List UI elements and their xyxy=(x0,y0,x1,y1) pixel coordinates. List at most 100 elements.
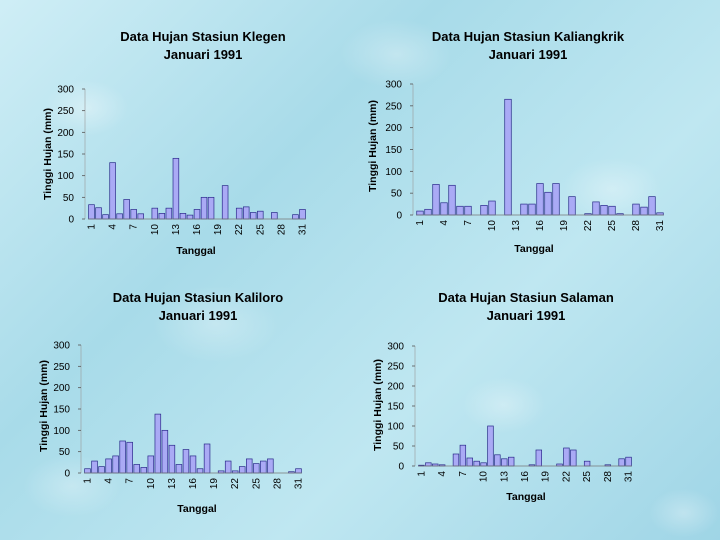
bar xyxy=(292,214,299,220)
bar xyxy=(154,413,162,474)
bar xyxy=(570,449,577,467)
bar xyxy=(179,213,187,220)
bar xyxy=(235,207,243,220)
chart-subtitle: Januari 1991 xyxy=(164,47,243,62)
bar xyxy=(98,466,105,474)
bar xyxy=(552,183,560,216)
bar xyxy=(140,467,148,474)
x-axis-label: Tanggal xyxy=(506,491,546,503)
bar xyxy=(625,456,632,467)
x-tick-label: 22 xyxy=(583,220,594,232)
bar xyxy=(238,466,246,474)
x-tick-label: 1 xyxy=(416,471,427,477)
bar xyxy=(504,98,512,216)
x-tick-label: 31 xyxy=(297,224,308,236)
x-tick-label: 7 xyxy=(458,471,469,477)
x-tick-label: 13 xyxy=(499,471,510,483)
chart-title: Data Hujan Stasiun Kaliangkrik xyxy=(432,29,625,44)
chart-subtitle: Januari 1991 xyxy=(159,308,238,323)
bar xyxy=(608,205,616,216)
y-tick-label: 150 xyxy=(57,150,74,161)
y-axis-label: Tinggi Hujan (mm) xyxy=(38,360,50,452)
bar xyxy=(260,460,267,474)
bar xyxy=(440,202,448,216)
bar xyxy=(168,444,176,474)
x-tick-label: 16 xyxy=(535,220,546,232)
bar xyxy=(592,201,600,216)
bar xyxy=(480,462,487,467)
x-tick-label: 10 xyxy=(487,220,498,232)
y-tick-label: 200 xyxy=(387,382,404,393)
x-tick-label: 1 xyxy=(415,220,426,226)
x-tick-label: 19 xyxy=(209,478,220,490)
bar xyxy=(466,457,473,467)
bar xyxy=(456,205,464,216)
bar xyxy=(501,458,508,467)
plot-area: 0 50 100 150 200 250 300 1 4 7 10 13 16 19 22 25 28 31 xyxy=(387,342,634,483)
y-tick-label: 250 xyxy=(385,101,402,112)
y-tick-label: 200 xyxy=(385,123,402,134)
y-tick-label: 0 xyxy=(398,462,404,473)
bar xyxy=(520,203,528,216)
chart-kaliangkrik: Data Hujan Stasiun Kaliangkrik Januari 1… xyxy=(367,29,666,255)
x-axis-label: Tanggal xyxy=(514,243,554,255)
chart-title: Data Hujan Stasiun Kaliloro xyxy=(113,290,284,305)
bar xyxy=(119,440,126,474)
bar xyxy=(84,468,91,474)
bar xyxy=(459,444,467,467)
x-tick-label: 10 xyxy=(146,478,157,490)
x-tick-label: 16 xyxy=(192,224,203,236)
y-tick-label: 250 xyxy=(387,362,404,373)
bar xyxy=(536,183,544,216)
bar xyxy=(175,464,183,474)
x-tick-label: 7 xyxy=(125,478,136,484)
bar xyxy=(295,468,302,474)
bar xyxy=(221,185,229,220)
bar xyxy=(473,460,480,467)
bar xyxy=(267,458,274,474)
bar xyxy=(257,210,264,220)
x-tick-label: 10 xyxy=(479,471,490,483)
y-axis-label: Tinggi Hujan (mm) xyxy=(367,100,379,192)
y-tick-label: 300 xyxy=(53,341,70,352)
y-tick-label: 150 xyxy=(385,145,402,156)
x-tick-label: 19 xyxy=(541,471,552,483)
bar xyxy=(452,453,460,467)
bar xyxy=(172,157,180,220)
x-tick-label: 31 xyxy=(293,478,304,490)
x-tick-label: 28 xyxy=(631,220,642,232)
x-tick-label: 7 xyxy=(129,224,140,230)
bar xyxy=(242,206,250,220)
bar xyxy=(130,209,137,220)
bar xyxy=(488,200,496,216)
x-tick-label: 10 xyxy=(150,224,161,236)
x-tick-label: 4 xyxy=(108,224,119,230)
y-tick-label: 250 xyxy=(57,106,74,117)
x-tick-label: 16 xyxy=(188,478,199,490)
bar xyxy=(116,213,123,220)
bar xyxy=(432,184,440,216)
bar xyxy=(151,207,159,220)
bar xyxy=(632,203,640,216)
x-tick-label: 28 xyxy=(272,478,283,490)
x-tick-label: 31 xyxy=(655,220,666,232)
bar xyxy=(95,207,102,220)
x-tick-label: 25 xyxy=(255,224,266,236)
bar xyxy=(424,208,432,216)
bar xyxy=(88,204,95,220)
y-tick-label: 50 xyxy=(393,442,405,453)
chart-subtitle: Januari 1991 xyxy=(489,47,568,62)
bar xyxy=(508,456,515,467)
plot-area: 0 50 100 150 200 250 300 1 4 7 10 13 16 19 22 25 28 31 xyxy=(57,85,308,236)
x-tick-label: 22 xyxy=(230,478,241,490)
bar xyxy=(207,196,215,220)
x-axis-label: Tanggal xyxy=(177,503,217,515)
bar xyxy=(133,464,140,474)
bar xyxy=(123,199,130,220)
bar xyxy=(165,207,173,220)
x-tick-label: 4 xyxy=(437,471,448,477)
bar xyxy=(528,203,536,216)
bar xyxy=(299,209,306,220)
bar xyxy=(102,214,109,220)
